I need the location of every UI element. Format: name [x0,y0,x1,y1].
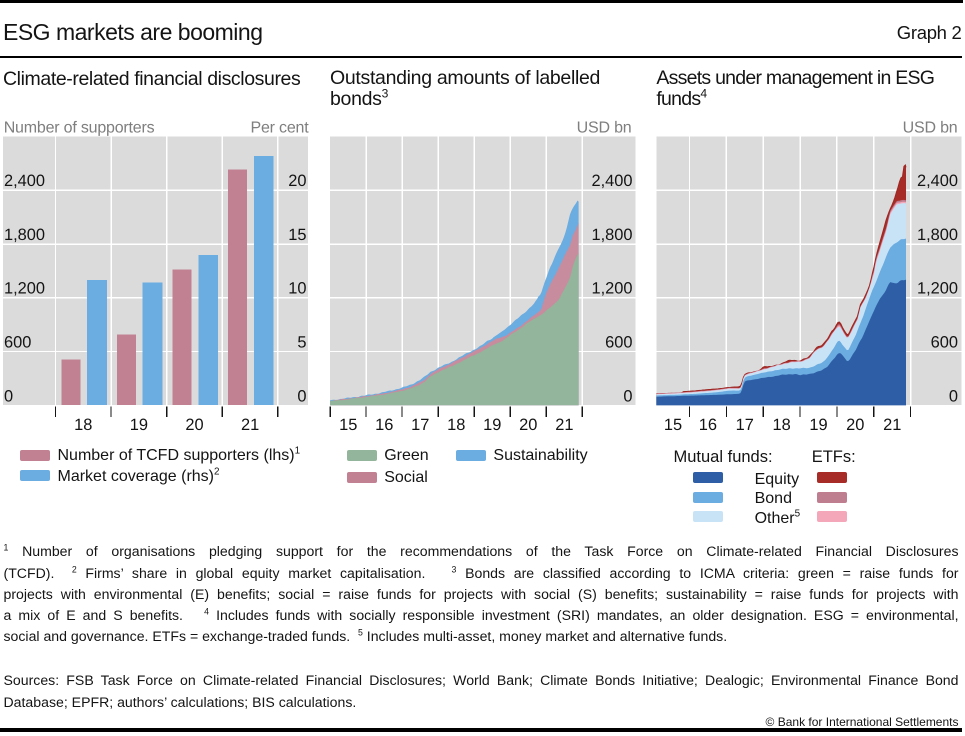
svg-text:600: 600 [931,333,958,351]
svg-text:21: 21 [241,416,259,434]
svg-text:2,400: 2,400 [917,172,958,190]
svg-text:15: 15 [288,226,306,244]
svg-text:15: 15 [339,416,357,434]
svg-text:0: 0 [623,387,632,405]
svg-text:0: 0 [4,387,13,405]
svg-text:20: 20 [185,416,203,434]
svg-text:16: 16 [699,416,717,434]
svg-text:2,400: 2,400 [4,172,45,190]
svg-text:Number of supporters: Number of supporters [4,119,155,136]
svg-text:15: 15 [664,416,682,434]
svg-text:10: 10 [288,280,306,298]
svg-text:16: 16 [375,416,393,434]
svg-text:19: 19 [483,416,501,434]
svg-text:19: 19 [809,416,827,434]
svg-text:0: 0 [297,387,306,405]
svg-text:20: 20 [519,416,537,434]
svg-text:2,400: 2,400 [591,172,632,190]
svg-text:600: 600 [4,333,31,351]
svg-text:0: 0 [949,387,958,405]
svg-text:1,800: 1,800 [591,226,632,244]
svg-text:18: 18 [447,416,465,434]
svg-text:21: 21 [883,416,901,434]
svg-text:17: 17 [736,416,754,434]
svg-text:1,200: 1,200 [4,280,45,298]
svg-text:18: 18 [772,416,790,434]
svg-text:21: 21 [555,416,573,434]
svg-text:5: 5 [297,333,306,351]
svg-text:20: 20 [288,172,306,190]
svg-text:1,200: 1,200 [591,280,632,298]
svg-text:USD bn: USD bn [577,119,632,136]
svg-text:600: 600 [605,333,632,351]
svg-text:18: 18 [74,416,92,434]
svg-text:19: 19 [130,416,148,434]
svg-text:Per cent: Per cent [251,119,310,136]
svg-text:17: 17 [411,416,429,434]
svg-text:20: 20 [846,416,864,434]
svg-text:1,200: 1,200 [917,280,958,298]
svg-text:USD bn: USD bn [903,119,958,136]
svg-text:1,800: 1,800 [4,226,45,244]
svg-text:1,800: 1,800 [917,226,958,244]
